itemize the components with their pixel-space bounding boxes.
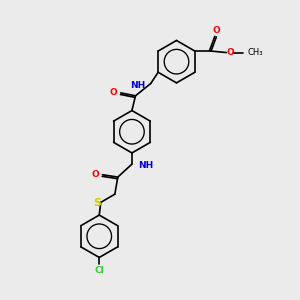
Text: NH: NH [130, 81, 146, 90]
Text: S: S [93, 198, 101, 208]
Text: CH₃: CH₃ [248, 48, 263, 57]
Text: O: O [91, 169, 99, 178]
Text: O: O [226, 48, 234, 57]
Text: NH: NH [138, 161, 153, 170]
Text: O: O [212, 26, 220, 34]
Text: O: O [110, 88, 117, 97]
Text: Cl: Cl [94, 266, 104, 275]
